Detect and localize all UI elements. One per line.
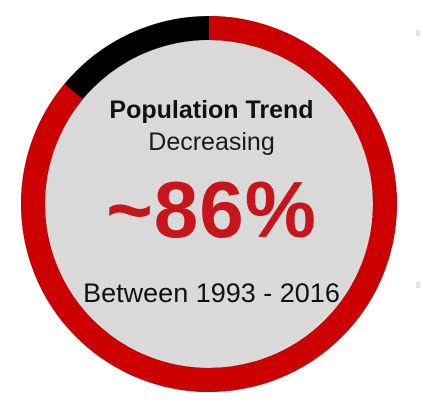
infographic-title: Population Trend <box>109 96 314 124</box>
time-period-label: Between 1993 - 2016 <box>83 278 340 308</box>
percentage-value: ~86% <box>106 165 317 254</box>
gauge-disc <box>21 16 397 392</box>
edge-marker <box>416 282 420 288</box>
edge-marker <box>416 30 420 36</box>
trend-direction-label: Decreasing <box>148 128 275 156</box>
gauge-value-arc <box>21 16 397 392</box>
